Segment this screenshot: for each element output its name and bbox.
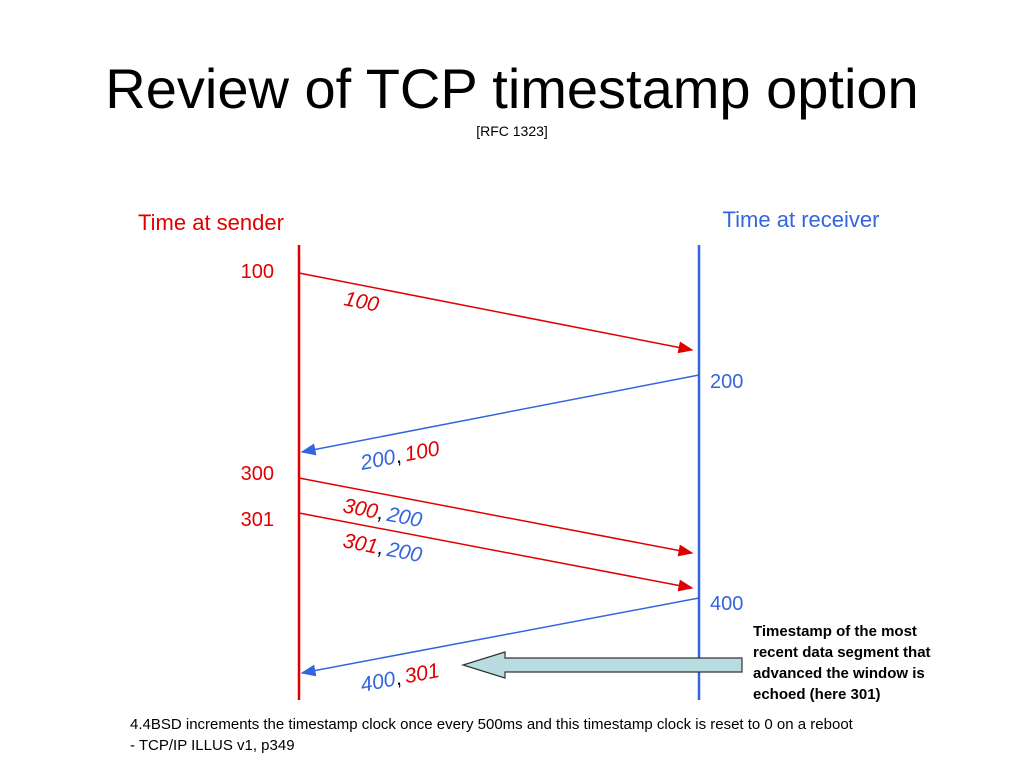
receiver-time: 400 [710, 593, 743, 615]
echo-value: 200 [384, 503, 424, 533]
timestamp-value: 300 [341, 494, 380, 523]
sender-time: 300 [241, 463, 274, 485]
callout-text: Timestamp of the most recent data segmen… [753, 623, 931, 703]
subtitle: [RFC 1323] [476, 123, 548, 139]
separator: , [393, 667, 403, 691]
separator: , [375, 501, 385, 525]
separator: , [393, 445, 403, 469]
callout-arrow [460, 651, 743, 679]
timestamp-value: 100 [342, 287, 381, 316]
echo-value: 100 [403, 437, 442, 466]
sender-label: Time at sender [138, 210, 284, 235]
message-arrow [300, 374, 700, 456]
message-label: 100 [342, 287, 381, 316]
title: Review of TCP timestamp option [105, 57, 918, 120]
sender-time: 301 [241, 509, 274, 531]
sender-time: 100 [241, 261, 274, 283]
message-label: 400,301 [359, 659, 442, 697]
timestamp-value: 400 [359, 668, 398, 697]
separator: , [375, 536, 385, 560]
footnote-line: 4.4BSD increments the timestamp clock on… [130, 716, 853, 733]
message-arrow [298, 512, 694, 592]
message-arrow [300, 597, 700, 677]
timestamp-value: 200 [358, 446, 398, 476]
footnote-line: - TCP/IP ILLUS v1, p349 [130, 737, 295, 754]
receiver-time: 200 [710, 371, 743, 393]
echo-value: 301 [403, 659, 442, 688]
message-label: 200,100 [358, 437, 442, 475]
message-arrow [298, 477, 694, 557]
receiver-label: Time at receiver [723, 207, 880, 232]
footnote: 4.4BSD increments the timestamp clock on… [130, 714, 853, 756]
echo-value: 200 [384, 538, 424, 568]
message-arrow [298, 272, 694, 354]
timestamp-value: 301 [341, 529, 380, 558]
